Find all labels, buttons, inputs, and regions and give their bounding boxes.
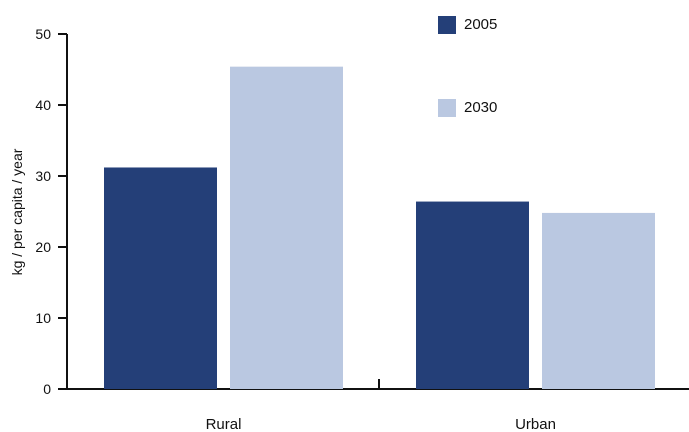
y-tick-label: 20 bbox=[35, 239, 51, 255]
bar-urban-2005 bbox=[416, 201, 529, 389]
category-label-rural: Rural bbox=[206, 416, 242, 432]
bars bbox=[104, 66, 655, 389]
legend-swatch-2005 bbox=[438, 16, 456, 34]
y-tick-label: 50 bbox=[35, 26, 51, 42]
legend-label-2005: 2005 bbox=[464, 16, 497, 33]
y-tick-label: 40 bbox=[35, 97, 51, 113]
bar-urban-2030 bbox=[542, 212, 655, 389]
y-tick-label: 0 bbox=[43, 381, 51, 397]
category-label-urban: Urban bbox=[515, 416, 556, 432]
y-ticks: 0 10 20 30 40 50 bbox=[35, 26, 67, 397]
y-tick-label: 10 bbox=[35, 310, 51, 326]
bar-rural-2030 bbox=[230, 66, 343, 389]
y-axis-title: kg / per capita / year bbox=[9, 148, 25, 275]
legend-label-2030: 2030 bbox=[464, 99, 497, 116]
legend-swatch-2030 bbox=[438, 99, 456, 117]
y-tick-label: 30 bbox=[35, 168, 51, 184]
bar-rural-2005 bbox=[104, 167, 217, 389]
category-labels: Rural Urban bbox=[206, 416, 556, 432]
legend: 2005 2030 bbox=[438, 16, 497, 117]
